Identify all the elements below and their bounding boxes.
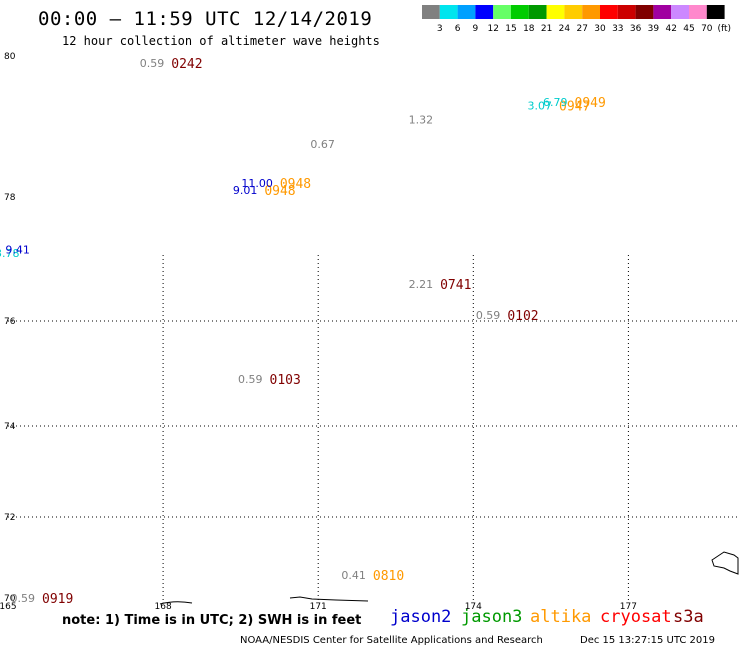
legend-unit: (ft) bbox=[717, 24, 731, 34]
obs-time: 0948 bbox=[280, 177, 311, 192]
swh-value: 0.59 bbox=[11, 592, 36, 605]
obs-time: 0741 bbox=[440, 278, 471, 293]
swh-value: 9.01 bbox=[233, 184, 258, 197]
y-tick-label: 72 bbox=[4, 513, 15, 523]
chart-subtitle: 12 hour collection of altimeter wave hei… bbox=[62, 34, 380, 48]
swh-value: 11.00 bbox=[241, 177, 273, 190]
legend-label: 24 bbox=[559, 24, 571, 34]
coastline bbox=[289, 596, 369, 602]
satellite-label-altika: altika bbox=[530, 607, 592, 627]
obs-time: 0919 bbox=[42, 592, 73, 607]
legend-label: 15 bbox=[505, 24, 516, 34]
legend-label: 39 bbox=[648, 24, 660, 34]
swh-value: 1.32 bbox=[409, 113, 434, 126]
legend-label: 9 bbox=[473, 24, 479, 34]
obs-time: 0103 bbox=[270, 373, 301, 388]
legend-swatch bbox=[706, 5, 725, 19]
satellite-label-s3a: s3a bbox=[673, 607, 704, 627]
legend-label: 45 bbox=[683, 24, 694, 34]
legend-swatch bbox=[671, 5, 689, 19]
satellite-label-jason3: jason3 bbox=[461, 607, 523, 627]
swh-value: 0.67 bbox=[310, 138, 335, 151]
x-tick-label: 165 bbox=[0, 602, 17, 612]
satellite-label-cryosat: cryosat bbox=[600, 607, 672, 627]
legend-swatch bbox=[493, 5, 511, 19]
legend-swatch bbox=[439, 5, 458, 19]
legend-swatch bbox=[511, 5, 529, 19]
legend-label: 3 bbox=[437, 24, 443, 34]
y-tick-label: 76 bbox=[4, 317, 16, 327]
legend-label: 27 bbox=[576, 24, 587, 34]
legend-swatch bbox=[528, 5, 547, 19]
legend-label: 70 bbox=[701, 24, 713, 34]
obs-time: 0948 bbox=[264, 184, 295, 199]
swh-value: 0.59 bbox=[476, 309, 501, 322]
swh-value: 2.21 bbox=[409, 278, 434, 291]
satellite-label-jason2: jason2 bbox=[390, 607, 452, 627]
legend-label: 33 bbox=[612, 24, 623, 34]
legend-swatch bbox=[635, 5, 654, 19]
legend-swatch bbox=[546, 5, 565, 19]
x-tick-label: 174 bbox=[465, 602, 482, 612]
swh-value: 0.41 bbox=[341, 569, 366, 582]
x-tick-label: 177 bbox=[620, 602, 637, 612]
swh-value: 0.59 bbox=[140, 57, 165, 70]
y-tick-label: 74 bbox=[4, 422, 16, 432]
footer-note: note: 1) Time is in UTC; 2) SWH is in fe… bbox=[62, 613, 362, 628]
obs-time: 0242 bbox=[171, 57, 202, 72]
legend-label: 6 bbox=[455, 24, 461, 34]
obs-time: 0947 bbox=[559, 99, 590, 114]
legend-swatch bbox=[564, 5, 583, 19]
swh-value: 9.41 bbox=[5, 244, 30, 257]
legend-label: 36 bbox=[630, 24, 642, 34]
obs-time: 0949 bbox=[575, 96, 606, 111]
swh-value: 0.59 bbox=[238, 373, 263, 386]
y-tick-label: 80 bbox=[4, 52, 16, 62]
coastline bbox=[159, 601, 193, 605]
legend-label: 12 bbox=[487, 24, 498, 34]
legend-swatch bbox=[617, 5, 636, 19]
chart-title: 00:00 – 11:59 UTC 12/14/2019 bbox=[38, 8, 373, 30]
legend-swatch bbox=[653, 5, 672, 19]
swh-value: 6.79 bbox=[543, 96, 568, 109]
legend-swatch bbox=[582, 5, 600, 19]
legend-label: 42 bbox=[665, 24, 676, 34]
legend-swatch bbox=[475, 5, 494, 19]
legend-swatch bbox=[457, 5, 476, 19]
obs-time: 0102 bbox=[507, 309, 538, 324]
legend-label: 21 bbox=[541, 24, 552, 34]
y-tick-label: 78 bbox=[4, 193, 16, 203]
legend-label: 18 bbox=[523, 24, 535, 34]
legend-swatch bbox=[689, 5, 707, 19]
timestamp-text: Dec 15 13:27:15 UTC 2019 bbox=[580, 635, 715, 646]
legend-label: 30 bbox=[594, 24, 606, 34]
coastline-island bbox=[711, 551, 739, 575]
swh-value: 3.07 bbox=[528, 99, 553, 112]
credit-text: NOAA/NESDIS Center for Satellite Applica… bbox=[240, 635, 543, 646]
x-tick-label: 171 bbox=[310, 602, 327, 612]
legend-swatch bbox=[600, 5, 618, 19]
y-tick-label: 70 bbox=[4, 594, 16, 604]
swh-value: 3.78 bbox=[0, 247, 20, 260]
x-tick-label: 168 bbox=[155, 602, 172, 612]
legend-swatch bbox=[422, 5, 440, 19]
obs-time: 0810 bbox=[373, 569, 404, 584]
